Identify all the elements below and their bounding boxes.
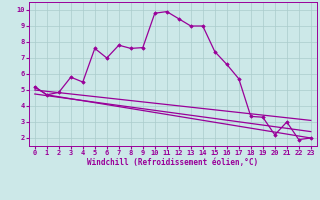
X-axis label: Windchill (Refroidissement éolien,°C): Windchill (Refroidissement éolien,°C): [87, 158, 258, 167]
